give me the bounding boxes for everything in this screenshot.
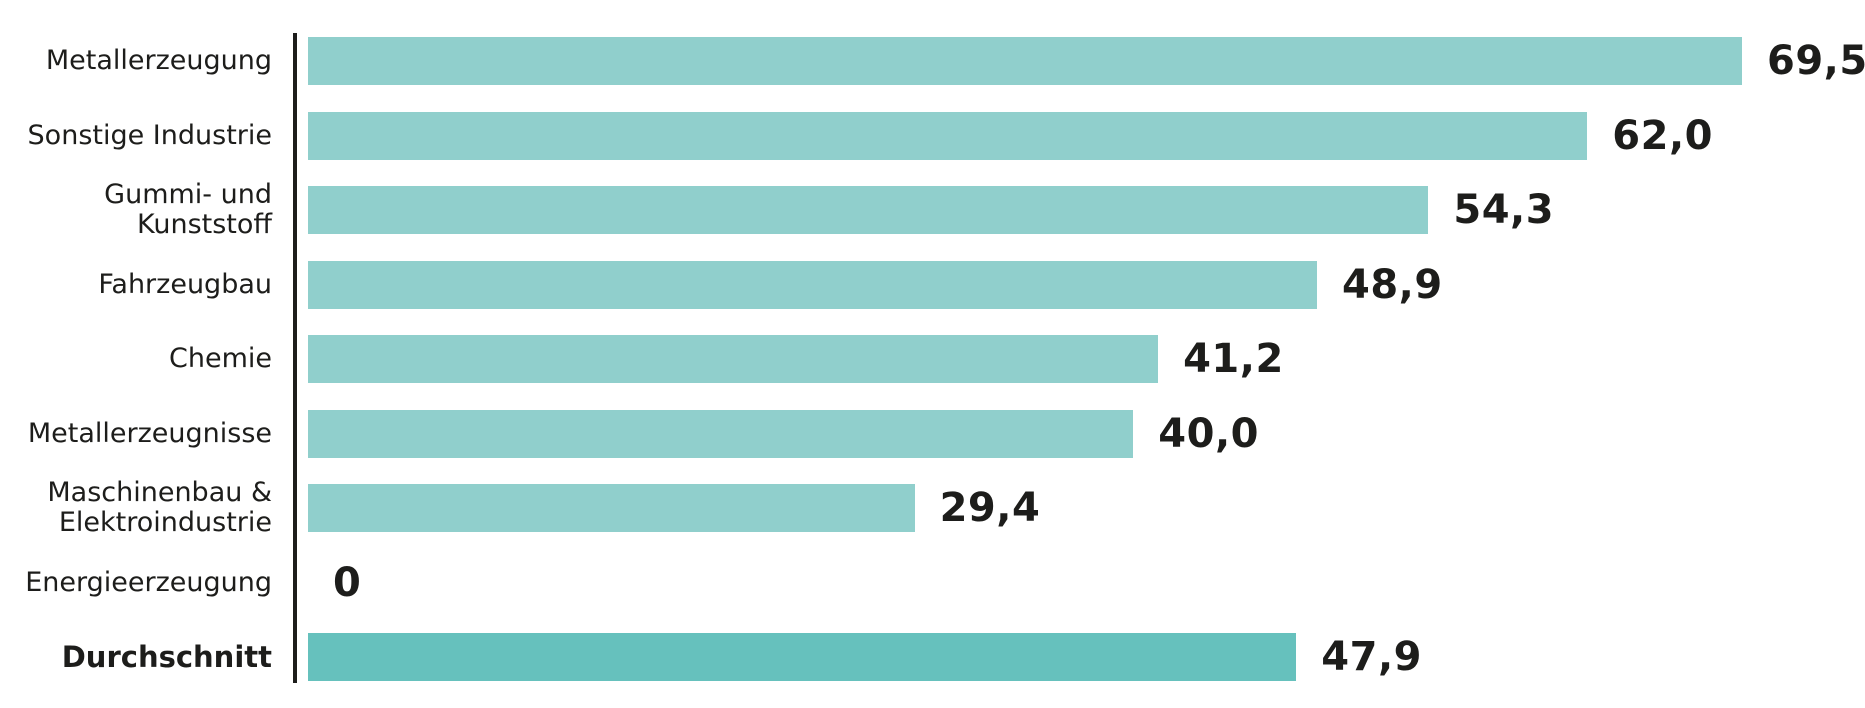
bar-row: Fahrzeugbau 48,9 xyxy=(0,248,1865,323)
bar xyxy=(308,260,1317,309)
category-label: Chemie xyxy=(169,343,272,375)
value-label: 0 xyxy=(333,559,362,606)
bar-area: 62,0 xyxy=(308,99,1865,174)
value-label: 62,0 xyxy=(1612,112,1713,159)
bar xyxy=(308,633,1297,682)
value-label: 54,3 xyxy=(1453,187,1555,234)
bar xyxy=(308,484,915,533)
bar-row: Maschinenbau & Elektroindustrie 29,4 xyxy=(0,471,1865,546)
bar xyxy=(308,335,1159,384)
bar-area: 0 xyxy=(308,546,1865,621)
bar-row: Durchschnitt 47,9 xyxy=(0,620,1865,695)
category-label: Metallerzeugnisse xyxy=(27,417,272,449)
bar xyxy=(308,186,1429,235)
bar-area: 40,0 xyxy=(308,397,1865,472)
category-label: Metallerzeugung xyxy=(45,45,272,77)
category-label: Fahrzeugbau xyxy=(98,268,272,300)
bar-row: Gummi- und Kunststoff 54,3 xyxy=(0,173,1865,248)
bar-area: 47,9 xyxy=(308,620,1865,695)
bar xyxy=(308,111,1588,160)
bar-area: 54,3 xyxy=(308,173,1865,248)
bar-area: 69,5 xyxy=(308,24,1865,99)
bar-row: Metallerzeugung 69,5 xyxy=(0,24,1865,99)
bar-area: 29,4 xyxy=(308,471,1865,546)
bar-row: Energieerzeugung 0 xyxy=(0,546,1865,621)
value-label: 69,5 xyxy=(1767,38,1865,85)
bar-rows-container: Metallerzeugung 69,5 Sonstige Industrie … xyxy=(0,24,1865,695)
bar-row: Chemie 41,2 xyxy=(0,322,1865,397)
bar-row: Metallerzeugnisse 40,0 xyxy=(0,397,1865,472)
bar-row: Sonstige Industrie 62,0 xyxy=(0,99,1865,174)
bar xyxy=(308,37,1742,86)
value-label: 48,9 xyxy=(1342,261,1443,308)
bar-area: 41,2 xyxy=(308,322,1865,397)
bar-area: 48,9 xyxy=(308,248,1865,323)
category-label: Maschinenbau & Elektroindustrie xyxy=(47,477,272,539)
value-label: 41,2 xyxy=(1183,336,1284,383)
category-label: Durchschnitt xyxy=(61,640,272,675)
bar xyxy=(308,409,1134,458)
y-axis-line xyxy=(293,33,297,683)
category-label: Sonstige Industrie xyxy=(27,119,272,151)
category-label: Energieerzeugung xyxy=(25,566,272,598)
category-label: Gummi- und Kunststoff xyxy=(104,179,272,241)
value-label: 29,4 xyxy=(939,485,1041,532)
value-label: 40,0 xyxy=(1158,410,1259,457)
value-label: 47,9 xyxy=(1321,634,1422,681)
